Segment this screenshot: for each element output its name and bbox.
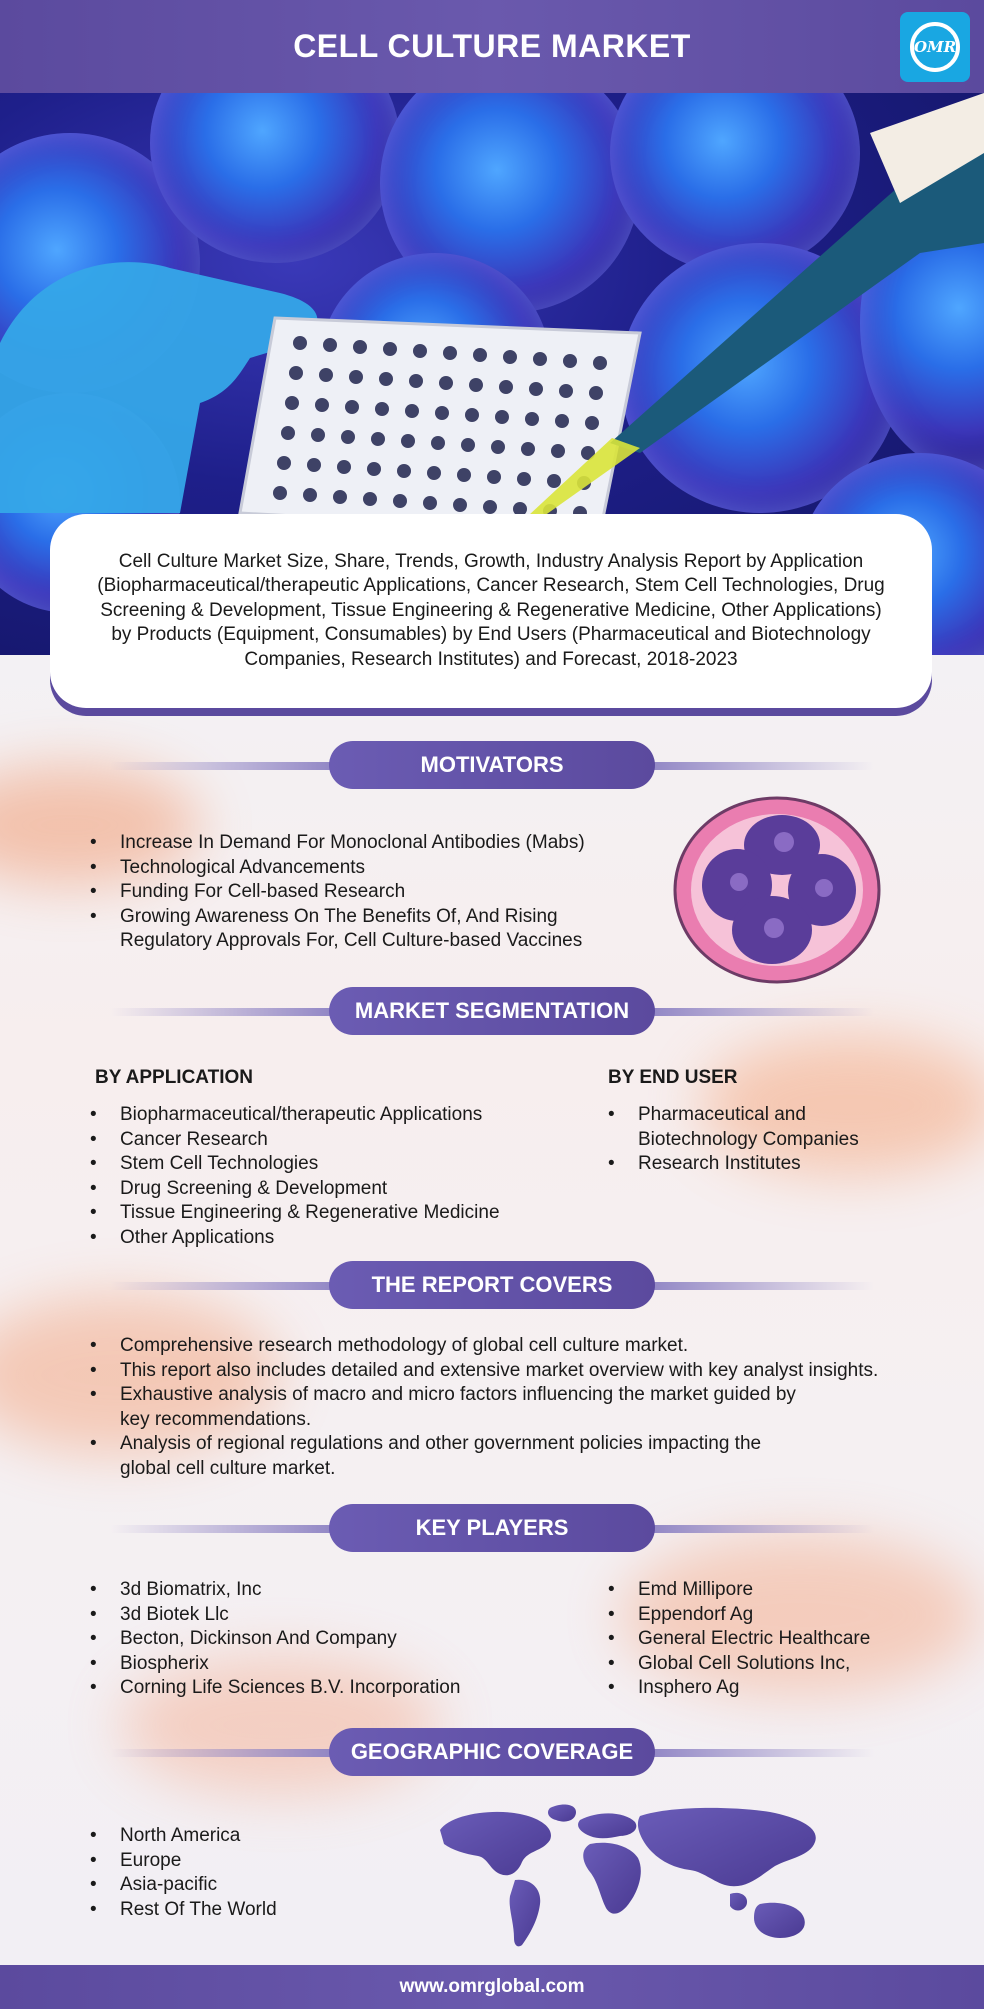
logo-mark: OMR — [910, 22, 960, 72]
application-list: Biopharmaceutical/therapeutic Applicatio… — [90, 1103, 570, 1251]
motivators-list: Increase In Demand For Monoclonal Antibo… — [90, 831, 630, 954]
list-item: General Electric Healthcare — [608, 1627, 928, 1652]
segmentation-title: MARKET SEGMENTATION — [329, 987, 655, 1035]
footer-url-link[interactable]: www.omrglobal.com — [399, 1976, 585, 1997]
list-item: Global Cell Solutions Inc, — [608, 1652, 928, 1677]
intro-box: Cell Culture Market Size, Share, Trends,… — [50, 514, 932, 708]
end-user-list: Pharmaceutical and Biotechnology Compani… — [608, 1103, 898, 1177]
list-item: Eppendorf Ag — [608, 1603, 928, 1628]
by-application-heading: BY APPLICATION — [95, 1067, 253, 1088]
list-item: Pharmaceutical and Biotechnology Compani… — [608, 1103, 898, 1152]
segmentation-header: MARKET SEGMENTATION — [110, 987, 874, 1035]
page-title: CELL CULTURE MARKET — [293, 28, 691, 64]
geo-header: GEOGRAPHIC COVERAGE — [110, 1728, 874, 1776]
world-map-icon — [440, 1804, 816, 1947]
list-item: Exhaustive analysis of macro and micro f… — [90, 1383, 810, 1432]
hero-image — [0, 93, 984, 655]
list-item: 3d Biomatrix, Inc — [90, 1578, 590, 1603]
list-item: Europe — [90, 1849, 390, 1874]
geo-list: North America Europe Asia-pacific Rest O… — [90, 1824, 390, 1922]
players-title: KEY PLAYERS — [329, 1504, 655, 1552]
list-item: Research Institutes — [608, 1152, 898, 1177]
microplate-illustration — [0, 93, 984, 535]
players-list-left: 3d Biomatrix, Inc 3d Biotek Llc Becton, … — [90, 1578, 590, 1701]
motivators-title: MOTIVATORS — [329, 741, 655, 789]
geo-title: GEOGRAPHIC COVERAGE — [329, 1728, 655, 1776]
header-bar: CELL CULTURE MARKET OMR — [0, 0, 984, 93]
report-title: THE REPORT COVERS — [329, 1261, 655, 1309]
list-item: Biopharmaceutical/therapeutic Applicatio… — [90, 1103, 570, 1128]
list-item: Technological Advancements — [90, 856, 630, 881]
list-item: Becton, Dickinson And Company — [90, 1627, 590, 1652]
list-item: Growing Awareness On The Benefits Of, An… — [90, 905, 630, 954]
list-item: Tissue Engineering & Regenerative Medici… — [90, 1201, 570, 1226]
list-item: Cancer Research — [90, 1128, 570, 1153]
list-item: 3d Biotek Llc — [90, 1603, 590, 1628]
list-item: Funding For Cell-based Research — [90, 880, 630, 905]
list-item: Corning Life Sciences B.V. Incorporation — [90, 1676, 590, 1701]
footer-bar: www.omrglobal.com — [0, 1965, 984, 2009]
motivators-header: MOTIVATORS — [110, 741, 874, 789]
list-item: Insphero Ag — [608, 1676, 928, 1701]
list-item: Other Applications — [90, 1226, 570, 1251]
list-item: Rest Of The World — [90, 1898, 390, 1923]
list-item: Comprehensive research methodology of gl… — [90, 1334, 910, 1359]
list-item: This report also includes detailed and e… — [90, 1359, 910, 1384]
players-list-right: Emd Millipore Eppendorf Ag General Elect… — [608, 1578, 928, 1701]
list-item: Drug Screening & Development — [90, 1177, 570, 1202]
by-end-user-heading: BY END USER — [608, 1067, 738, 1088]
list-item: Increase In Demand For Monoclonal Antibo… — [90, 831, 630, 856]
list-item: Analysis of regional regulations and oth… — [90, 1432, 810, 1481]
omr-logo[interactable]: OMR — [900, 12, 970, 82]
intro-text: Cell Culture Market Size, Share, Trends,… — [97, 550, 885, 670]
report-header: THE REPORT COVERS — [110, 1261, 874, 1309]
list-item: North America — [90, 1824, 390, 1849]
report-list: Comprehensive research methodology of gl… — [90, 1334, 910, 1482]
list-item: Biospherix — [90, 1652, 590, 1677]
cell-illustration — [673, 796, 881, 984]
list-item: Emd Millipore — [608, 1578, 928, 1603]
list-item: Stem Cell Technologies — [90, 1152, 570, 1177]
list-item: Asia-pacific — [90, 1873, 390, 1898]
players-header: KEY PLAYERS — [110, 1504, 874, 1552]
